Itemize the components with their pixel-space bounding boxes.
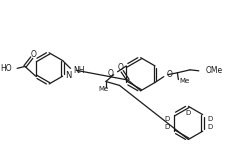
Text: D: D bbox=[165, 124, 170, 130]
Text: N: N bbox=[66, 71, 72, 80]
Text: D: D bbox=[207, 124, 212, 130]
Text: OMe: OMe bbox=[206, 66, 223, 75]
Text: D: D bbox=[207, 115, 212, 122]
Text: D: D bbox=[186, 110, 191, 116]
Text: O: O bbox=[167, 70, 173, 79]
Text: Me: Me bbox=[99, 86, 109, 92]
Text: D: D bbox=[165, 115, 170, 122]
Text: O: O bbox=[117, 63, 123, 72]
Text: O: O bbox=[108, 69, 114, 78]
Text: NH: NH bbox=[73, 66, 85, 75]
Text: O: O bbox=[31, 50, 37, 59]
Text: Me: Me bbox=[179, 78, 190, 83]
Text: HO: HO bbox=[1, 64, 12, 73]
